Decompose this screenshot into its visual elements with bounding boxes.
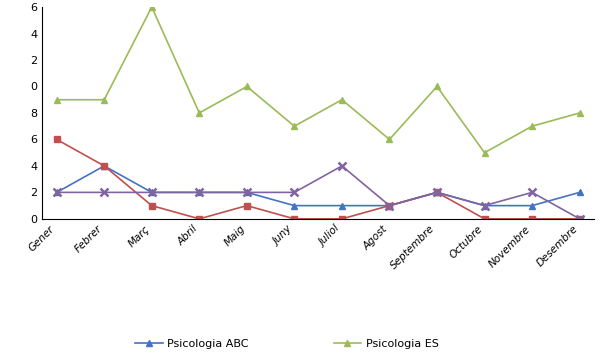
Psicologia ABC <box>291 203 298 208</box>
Line: Psicologia ES: Psicologia ES <box>53 4 583 156</box>
Psicologia ABC <box>196 190 203 195</box>
Trastorns Emocionals ABC <box>148 203 155 208</box>
Trastorns Emocionals ES <box>243 190 250 195</box>
Trastorns Emocionals ES <box>528 190 536 195</box>
Psicologia ES <box>53 97 61 102</box>
Line: Trastorns Emocionals ABC: Trastorns Emocionals ABC <box>53 136 583 222</box>
Psicologia ABC <box>386 203 393 208</box>
Trastorns Emocionals ES <box>386 203 393 208</box>
Psicologia ABC <box>148 190 155 195</box>
Trastorns Emocionals ES <box>576 217 583 221</box>
Trastorns Emocionals ES <box>433 190 441 195</box>
Trastorns Emocionals ABC <box>433 190 441 195</box>
Trastorns Emocionals ABC <box>196 217 203 221</box>
Psicologia ABC <box>53 190 61 195</box>
Trastorns Emocionals ES <box>101 190 108 195</box>
Trastorns Emocionals ABC <box>481 217 488 221</box>
Legend: Psicologia ABC, Trastorns Emocionals ABC, Psicologia ES, Trastorns Emocionals ES: Psicologia ABC, Trastorns Emocionals ABC… <box>131 335 505 353</box>
Trastorns Emocionals ES <box>196 190 203 195</box>
Psicologia ES <box>243 84 250 89</box>
Trastorns Emocionals ES <box>53 190 61 195</box>
Trastorns Emocionals ABC <box>291 217 298 221</box>
Psicologia ABC <box>101 164 108 168</box>
Psicologia ABC <box>576 190 583 195</box>
Psicologia ES <box>481 150 488 155</box>
Trastorns Emocionals ES <box>338 164 345 168</box>
Psicologia ES <box>196 111 203 115</box>
Trastorns Emocionals ES <box>148 190 155 195</box>
Trastorns Emocionals ABC <box>243 203 250 208</box>
Psicologia ABC <box>243 190 250 195</box>
Psicologia ES <box>148 5 155 9</box>
Psicologia ES <box>338 97 345 102</box>
Psicologia ES <box>528 124 536 128</box>
Psicologia ES <box>101 97 108 102</box>
Psicologia ES <box>291 124 298 128</box>
Trastorns Emocionals ABC <box>528 217 536 221</box>
Trastorns Emocionals ES <box>291 190 298 195</box>
Psicologia ABC <box>528 203 536 208</box>
Psicologia ABC <box>433 190 441 195</box>
Trastorns Emocionals ABC <box>338 217 345 221</box>
Psicologia ES <box>386 137 393 142</box>
Line: Trastorns Emocionals ES: Trastorns Emocionals ES <box>53 162 584 223</box>
Psicologia ABC <box>338 203 345 208</box>
Trastorns Emocionals ABC <box>576 217 583 221</box>
Trastorns Emocionals ABC <box>53 137 61 142</box>
Psicologia ABC <box>481 203 488 208</box>
Trastorns Emocionals ABC <box>386 203 393 208</box>
Trastorns Emocionals ABC <box>101 164 108 168</box>
Psicologia ES <box>576 111 583 115</box>
Line: Psicologia ABC: Psicologia ABC <box>53 162 583 209</box>
Trastorns Emocionals ES <box>481 203 488 208</box>
Psicologia ES <box>433 84 441 89</box>
